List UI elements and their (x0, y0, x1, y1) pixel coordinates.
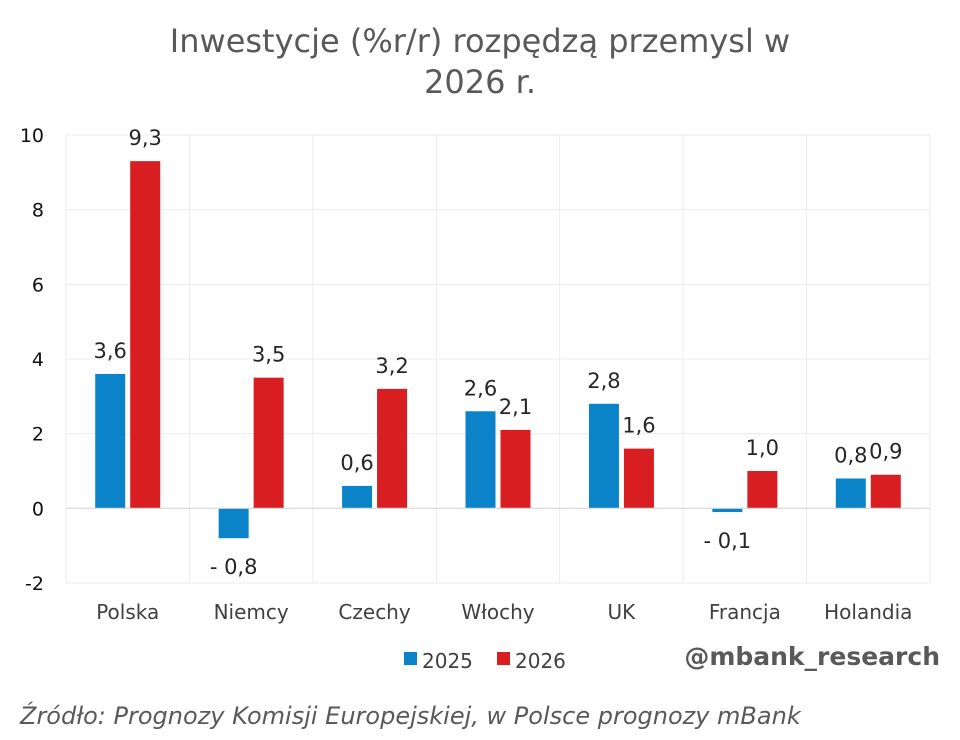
data-labels: 3,6 - 0,8 0,6 2,6 2,8 - 0,1 0,8 9,3 3,5 3,2 2,1 1,6… (94, 126, 903, 579)
data-label: 1,6 (622, 414, 655, 438)
bar-2026-czechy (377, 388, 408, 509)
chart-title-line-1: Inwestycje (%r/r) rozpędzą przemysl w (170, 22, 790, 60)
y-tick-label: -2 (25, 573, 44, 595)
legend-swatch-2025 (404, 652, 417, 665)
legend-label-2025: 2025 (422, 649, 473, 673)
data-label: 0,8 (834, 443, 867, 467)
bar-2026-holandia (870, 474, 901, 509)
data-label: 3,5 (252, 343, 285, 367)
bar-2025-uk (588, 403, 619, 509)
bar-2025-niemcy (218, 508, 249, 539)
data-label: 1,0 (746, 436, 779, 460)
bar-2026-uk (623, 448, 654, 509)
bar-2026-francja (747, 471, 778, 509)
bar-2025-włochy (465, 411, 496, 509)
data-label: 2,1 (499, 395, 532, 419)
bar-2026-niemcy (253, 377, 284, 509)
y-tick-label: 0 (32, 498, 44, 520)
bar-2025-czechy (342, 485, 373, 509)
legend-swatch-2026 (497, 652, 510, 665)
bar-2025-polska (95, 373, 126, 509)
bar-2026-włochy (500, 429, 531, 509)
y-tick-label: 10 (20, 125, 44, 147)
data-label: 3,6 (94, 339, 127, 363)
data-label: 2,8 (587, 369, 620, 393)
legend-label-2026: 2026 (515, 649, 566, 673)
y-tick-label: 8 (32, 200, 44, 222)
x-category-label: Holandia (824, 600, 912, 624)
watermark: @mbank_research (684, 642, 940, 671)
gridlines (65, 134, 931, 584)
x-category-label: Czechy (338, 600, 410, 624)
data-label: - 0,1 (704, 529, 752, 553)
data-label: 2,6 (464, 376, 497, 400)
data-label: 0,9 (869, 440, 902, 464)
data-label: 3,2 (375, 354, 408, 378)
y-tick-label: 6 (32, 274, 44, 296)
data-label: - 0,8 (210, 555, 258, 579)
y-tick-label: 2 (32, 424, 44, 446)
source-note: Źródło: Prognozy Komisji Europejskiej, w… (19, 701, 802, 730)
bars (95, 161, 901, 539)
legend: 2025 2026 (404, 649, 566, 673)
y-tick-label: 4 (32, 349, 44, 371)
chart-title-line-2: 2026 r. (424, 63, 536, 101)
x-category-label: Niemcy (214, 600, 289, 624)
bar-2025-holandia (835, 478, 866, 509)
data-label: 9,3 (129, 126, 162, 150)
x-category-label: UK (608, 600, 637, 624)
axes: 10 8 6 4 2 0 -2 Polska Niemcy Czechy Włochy UK Franc… (20, 125, 930, 624)
data-label: 0,6 (340, 451, 373, 475)
x-category-label: Francja (709, 600, 781, 624)
bar-2026-polska (130, 161, 161, 509)
x-category-label: Włochy (461, 600, 534, 624)
bar-2025-francja (712, 508, 743, 513)
x-category-label: Polska (96, 600, 159, 624)
